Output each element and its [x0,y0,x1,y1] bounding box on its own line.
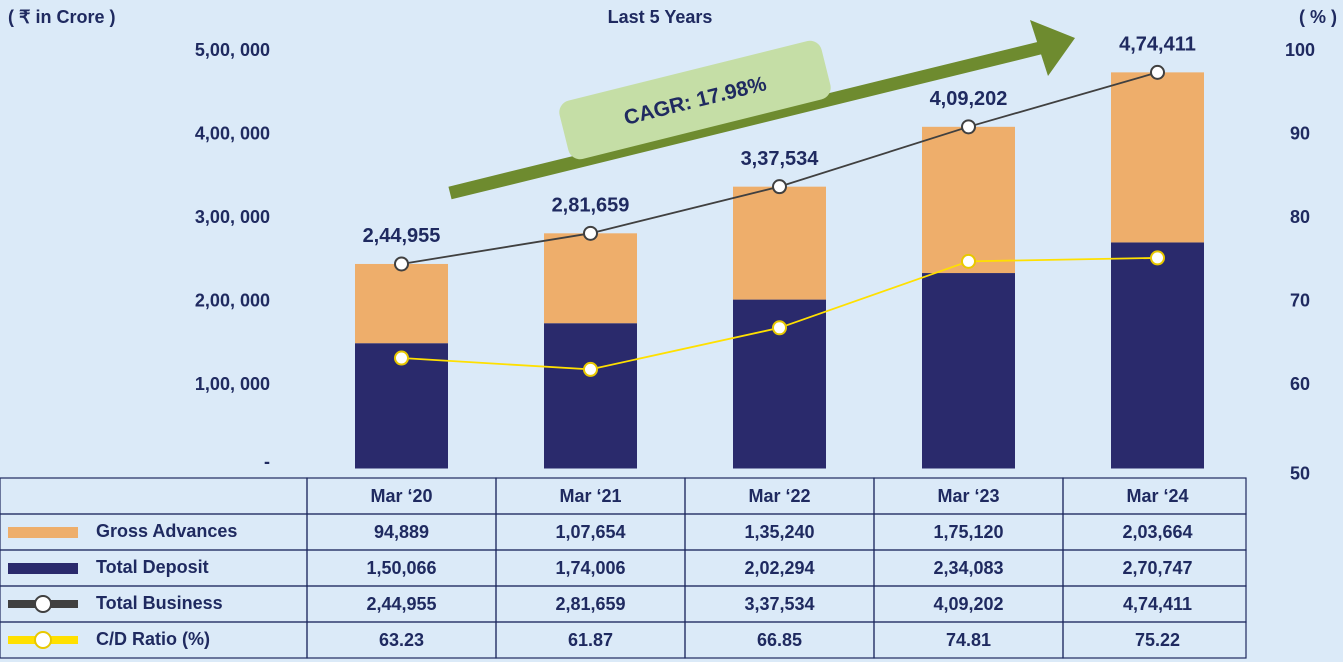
legend-label: Total Business [96,593,223,613]
legend-label: C/D Ratio (%) [96,629,210,649]
table-value: 94,889 [374,522,429,542]
cagr-arrow [448,20,1075,200]
table-value: 2,44,955 [366,594,436,614]
legend-marker [34,595,52,613]
y-tick-label: 4,00, 000 [195,123,270,143]
data-label: 3,37,534 [741,148,820,170]
data-label: 4,09,202 [930,88,1008,110]
data-label: 2,81,659 [552,195,630,217]
line-marker [583,225,598,241]
line-marker [961,253,976,269]
table-value: 1,74,006 [555,558,625,578]
y2-tick-label: 60 [1290,374,1310,394]
table-value: 2,81,659 [555,594,625,614]
table-value: 4,09,202 [933,594,1003,614]
data-label: 4,74,411 [1119,34,1196,56]
bar [1111,72,1204,243]
data-label: 2,44,955 [363,225,441,247]
table-value: 4,74,411 [1123,594,1192,614]
line-marker [772,179,787,195]
table-cell [1062,621,1247,659]
y2-tick-label: 100 [1285,40,1315,60]
y-tick-label: 5,00, 000 [195,40,270,60]
line-marker [961,119,976,135]
table-value: 3,37,534 [744,594,814,614]
table-value: 74.81 [946,630,991,650]
legend-swatch [8,527,78,538]
table-value: 61.87 [568,630,613,650]
table-value: 2,34,083 [933,558,1003,578]
legend-swatch [8,563,78,574]
table-value: 2,02,294 [744,558,814,578]
table-value: 2,03,664 [1122,522,1192,542]
y-tick-label: 3,00, 000 [195,207,270,227]
chart-title: Last 5 Years [608,7,713,27]
line-marker [394,350,409,366]
line-marker [1150,64,1165,80]
x-tick-label: Mar ‘23 [937,486,999,506]
bar [544,323,637,469]
table-value: 75.22 [1135,630,1180,650]
line-marker [772,320,787,336]
legend-label: Total Deposit [96,557,209,577]
legend-marker [34,631,52,649]
table-value: 66.85 [757,630,802,650]
y-tick-label: - [264,451,270,471]
bar [733,186,826,300]
line-marker [583,361,598,377]
legend-label: Gross Advances [96,521,237,541]
y-axis-label: ( ₹ in Crore ) [8,7,115,27]
x-tick-label: Mar ‘22 [748,486,810,506]
table-value: 1,50,066 [366,558,436,578]
table-value: 63.23 [379,630,424,650]
line-marker [1150,250,1165,266]
y-tick-label: 1,00, 000 [195,374,270,394]
table-value: 1,07,654 [555,522,625,542]
bar [922,126,1015,274]
table-value: 2,70,747 [1122,558,1192,578]
y-tick-label: 2,00, 000 [195,290,270,310]
bar [922,273,1015,469]
bar [355,263,448,344]
bar [544,233,637,324]
y2-tick-label: 90 [1290,123,1310,143]
bar [1111,242,1204,469]
x-tick-label: Mar ‘24 [1126,486,1188,506]
y2-tick-label: 70 [1290,290,1310,310]
x-tick-label: Mar ‘21 [559,486,621,506]
y2-tick-label: 80 [1290,207,1310,227]
table-value: 1,35,240 [744,522,814,542]
y2-axis-label: ( % ) [1299,7,1337,27]
x-tick-label: Mar ‘20 [370,486,432,506]
table-value: 1,75,120 [933,522,1003,542]
line-marker [394,256,409,272]
y2-tick-label: 50 [1290,463,1310,483]
